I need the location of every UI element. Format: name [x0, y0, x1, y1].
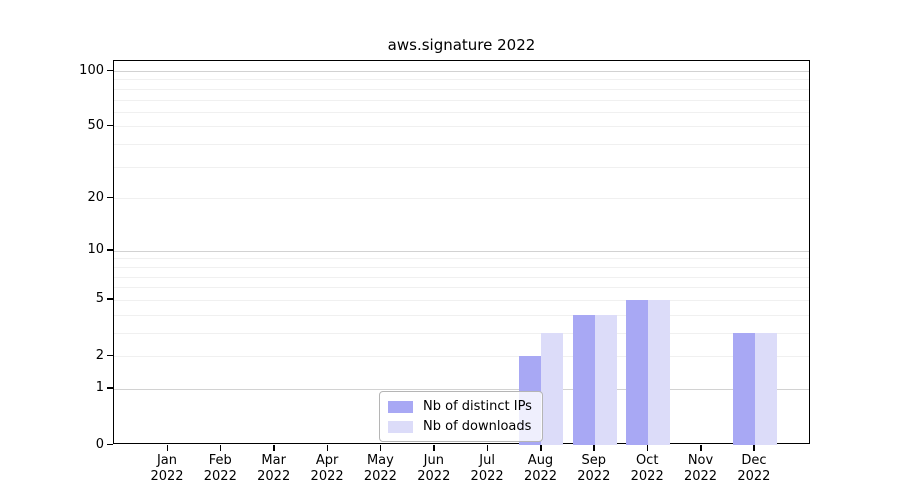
bar-downloads — [594, 314, 617, 445]
y-tick-label: 2 — [95, 347, 104, 363]
x-tick-mark — [753, 445, 755, 451]
y-tick-label: 5 — [95, 291, 104, 307]
y-tick-mark — [107, 298, 113, 300]
x-tick-label: Jun 2022 — [417, 453, 451, 484]
y-tick-mark — [107, 354, 113, 356]
legend-row: Nb of distinct IPs — [388, 399, 532, 414]
y-tick-label: 10 — [87, 242, 104, 258]
bar-downloads — [648, 299, 671, 445]
x-tick-label: Nov 2022 — [683, 453, 718, 484]
gridline — [114, 126, 809, 128]
legend-label: Nb of downloads — [423, 419, 532, 434]
chart-title: aws.signature 2022 — [387, 36, 536, 54]
y-tick-mark — [107, 196, 113, 199]
y-tick-label: 50 — [87, 117, 104, 133]
gridline — [114, 332, 809, 334]
legend: Nb of distinct IPs Nb of downloads — [379, 391, 543, 442]
x-tick-mark — [433, 445, 435, 451]
y-tick-mark — [107, 443, 113, 445]
x-tick-label: Apr 2022 — [310, 453, 344, 484]
x-tick-mark — [700, 445, 702, 451]
x-tick-label: Mar 2022 — [257, 453, 291, 484]
bar-distinct-ips — [626, 299, 649, 445]
bar-distinct-ips — [572, 314, 595, 445]
y-tick-label: 1 — [95, 380, 104, 396]
y-tick-mark — [107, 124, 113, 127]
gridline — [114, 71, 809, 72]
x-tick-mark — [326, 445, 329, 451]
gridline — [114, 287, 809, 289]
x-tick-mark — [540, 445, 542, 451]
x-tick-mark — [379, 445, 382, 451]
gridline — [114, 88, 809, 90]
legend-swatch-icon — [388, 400, 413, 413]
legend-label: Nb of distinct IPs — [423, 399, 532, 414]
x-tick-label: Feb 2022 — [203, 453, 237, 484]
x-tick-label: May 2022 — [363, 453, 397, 484]
gridline — [114, 166, 809, 168]
gridline — [114, 99, 809, 101]
gridline — [114, 299, 809, 301]
gridline — [114, 258, 809, 260]
bar-downloads — [541, 332, 564, 445]
gridline — [114, 276, 809, 278]
gridline — [114, 266, 809, 268]
y-tick-mark — [107, 69, 113, 71]
legend-row: Nb of downloads — [388, 419, 532, 434]
gridline — [114, 388, 809, 390]
x-tick-mark — [646, 445, 649, 451]
x-tick-mark — [486, 445, 489, 451]
x-tick-mark — [219, 445, 222, 451]
gridline — [114, 250, 809, 252]
x-tick-label: Aug 2022 — [523, 453, 558, 484]
bar-downloads — [754, 332, 777, 445]
gridline — [114, 79, 809, 81]
gridline — [114, 111, 809, 113]
gridline — [114, 144, 809, 146]
x-tick-mark — [166, 445, 168, 451]
x-tick-label: Sep 2022 — [577, 453, 611, 484]
x-tick-label: Jan 2022 — [150, 453, 184, 484]
gridline — [114, 198, 809, 200]
x-tick-label: Jul 2022 — [470, 453, 504, 484]
bar-distinct-ips — [732, 332, 755, 445]
y-tick-mark — [107, 387, 113, 389]
x-tick-mark — [273, 445, 275, 451]
gridline — [114, 314, 809, 316]
x-tick-mark — [593, 445, 595, 451]
y-tick-label: 20 — [87, 189, 104, 205]
gridline — [114, 356, 809, 357]
plot-area: Nb of distinct IPs Nb of downloads — [113, 60, 810, 445]
y-tick-label: 0 — [95, 436, 104, 452]
y-tick-label: 100 — [79, 62, 104, 78]
y-tick-mark — [107, 249, 113, 251]
x-tick-label: Oct 2022 — [630, 453, 664, 484]
x-tick-label: Dec 2022 — [737, 453, 771, 484]
legend-swatch-icon — [388, 420, 413, 433]
